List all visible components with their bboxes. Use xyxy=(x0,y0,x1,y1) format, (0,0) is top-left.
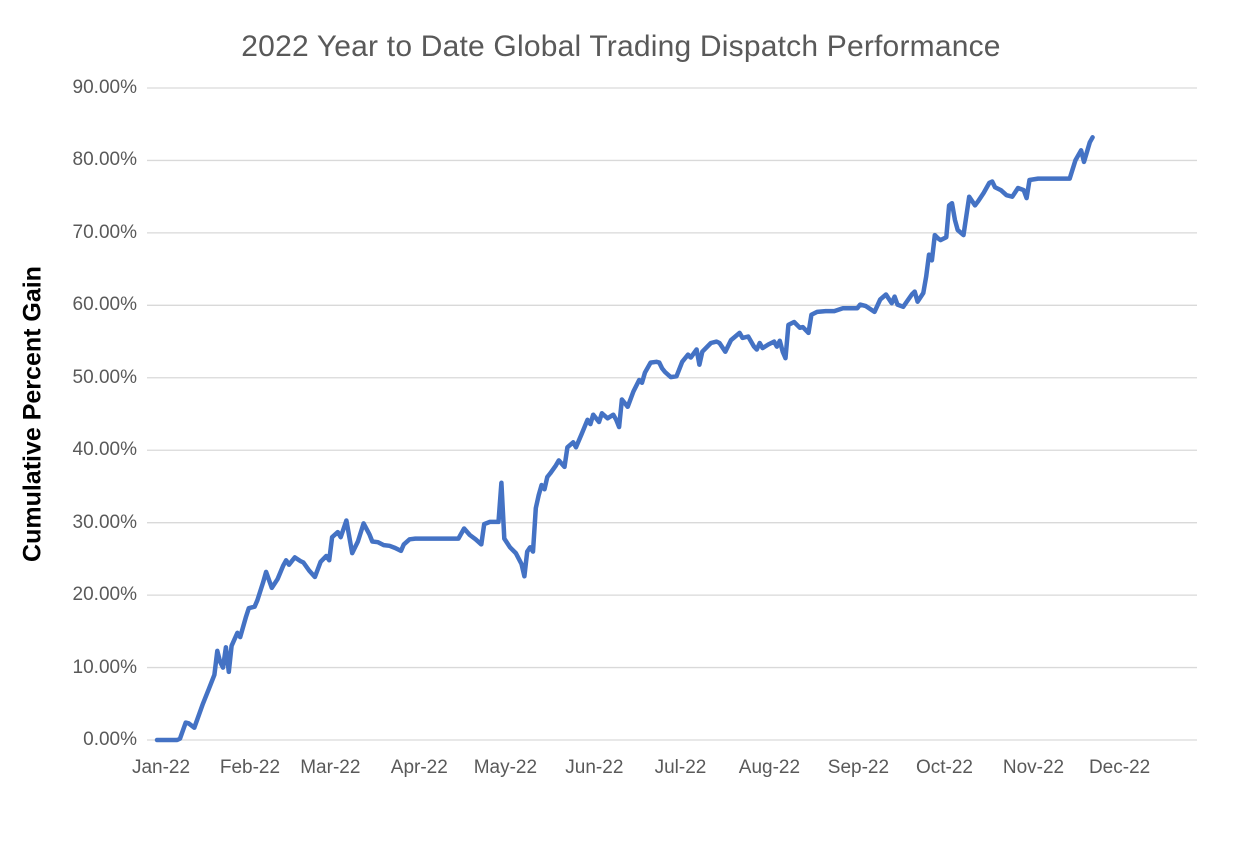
x-tick-label: Dec-22 xyxy=(1088,757,1151,778)
y-tick-label: 0.00% xyxy=(83,729,137,750)
x-tick-label: Sep-22 xyxy=(827,757,890,778)
chart-title: 2022 Year to Date Global Trading Dispatc… xyxy=(241,30,1001,63)
x-tick-label: Jun-22 xyxy=(565,757,624,778)
x-tick-label: Jan-22 xyxy=(131,757,191,778)
y-tick-label: 90.00% xyxy=(72,77,137,98)
x-tick-label: Oct-22 xyxy=(915,757,974,778)
x-tick-label: Aug-22 xyxy=(738,757,801,778)
y-tick-label: 80.00% xyxy=(72,149,137,171)
x-tick-label: Apr-22 xyxy=(390,757,448,778)
y-tick-label: 70.00% xyxy=(72,221,137,243)
x-tick-label: May-22 xyxy=(473,757,538,778)
x-tick-label: Mar-22 xyxy=(300,757,361,778)
y-tick-label: 40.00% xyxy=(72,439,137,461)
y-tick-label: 50.00% xyxy=(72,366,137,388)
x-tick-label: Nov-22 xyxy=(1002,757,1065,778)
x-tick-label: Feb-22 xyxy=(219,757,281,778)
y-tick-label: 10.00% xyxy=(72,656,137,678)
y-tick-label: 20.00% xyxy=(72,584,137,606)
x-tick-label: Jul-22 xyxy=(654,757,707,778)
y-tick-label: 30.00% xyxy=(72,511,137,533)
performance-line xyxy=(154,135,1095,743)
y-tick-label: 60.00% xyxy=(72,294,137,316)
